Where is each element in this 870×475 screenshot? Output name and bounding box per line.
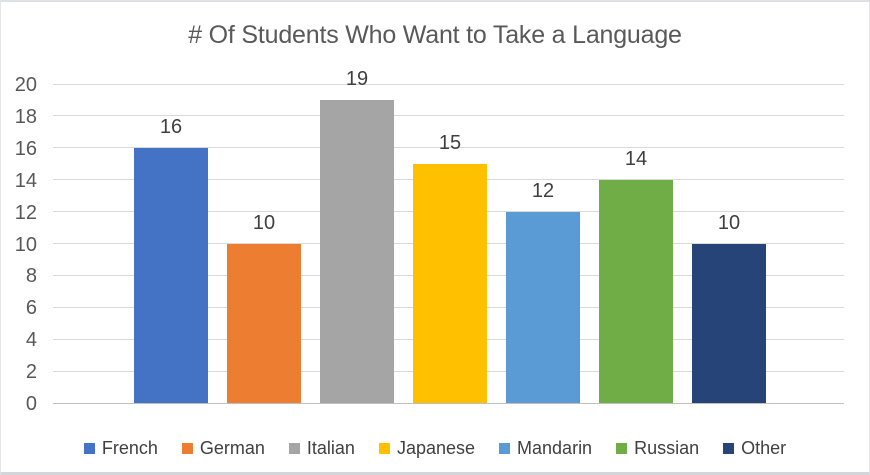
legend-label-german: German (199, 438, 265, 458)
bar-italian (320, 99, 394, 403)
bar-french (134, 147, 208, 403)
legend-swatch-japanese (378, 443, 390, 454)
y-tick-label-18: 18 (14, 105, 37, 128)
legend-swatch-mandarin (499, 443, 511, 454)
plot-area: 16 10 19 15 12 14 10 (53, 68, 844, 404)
legend-label-french: French (101, 438, 158, 458)
gridline-20 (53, 83, 844, 85)
gridline-16 (53, 147, 844, 149)
y-tick-label-8: 8 (25, 265, 37, 288)
y-tick-label-16: 16 (14, 137, 37, 160)
value-label-german: 10 (252, 211, 276, 234)
gridline-18 (53, 115, 844, 117)
legend-swatch-italian (288, 443, 300, 454)
y-tick-label-4: 4 (25, 329, 37, 352)
bar-mandarin (506, 211, 580, 403)
legend-label-mandarin: Mandarin (517, 438, 593, 458)
legend-item-german: German (181, 438, 265, 458)
legend-swatch-german (181, 443, 193, 454)
y-tick-label-14: 14 (14, 169, 37, 192)
legend-item-mandarin: Mandarin (499, 439, 592, 458)
value-label-other: 10 (717, 211, 741, 234)
legend-item-japanese: Japanese (378, 438, 476, 458)
legend-label-italian: Italian (306, 438, 355, 458)
legend-label-other: Other (741, 438, 787, 458)
legend-item-french: French (83, 438, 158, 458)
legend-label-japanese: Japanese (396, 438, 476, 458)
x-axis-line (53, 402, 844, 404)
y-tick-label-20: 20 (14, 74, 37, 96)
y-tick-label-10: 10 (14, 233, 37, 256)
bar-german (227, 243, 301, 403)
legend-item-other: Other (723, 439, 786, 458)
y-tick-label-12: 12 (14, 201, 37, 224)
bar-other (692, 243, 766, 403)
value-label-japanese: 15 (438, 131, 462, 154)
legend-item-russian: Russian (616, 439, 699, 458)
bar-japanese (413, 163, 487, 403)
y-axis: 0 2 4 6 8 10 12 14 16 18 20 (1, 74, 37, 415)
y-tick-label-2: 2 (25, 361, 37, 384)
legend-swatch-french (83, 443, 95, 454)
legend-swatch-other (723, 443, 735, 454)
value-label-french: 16 (159, 115, 183, 138)
legend: French German Italian Japanese Mandarin Russi… (1, 439, 869, 458)
legend-label-russian: Russian (634, 438, 700, 458)
legend-swatch-russian (616, 443, 628, 454)
bar-russian (599, 179, 673, 403)
legend-item-italian: Italian (288, 438, 355, 458)
chart-title: # Of Students Who Want to Take a Languag… (188, 21, 682, 49)
value-label-russian: 14 (624, 147, 648, 170)
value-label-mandarin: 12 (531, 179, 555, 202)
y-tick-label-0: 0 (25, 393, 37, 415)
y-tick-label-6: 6 (25, 297, 37, 320)
value-label-italian: 19 (345, 67, 369, 90)
